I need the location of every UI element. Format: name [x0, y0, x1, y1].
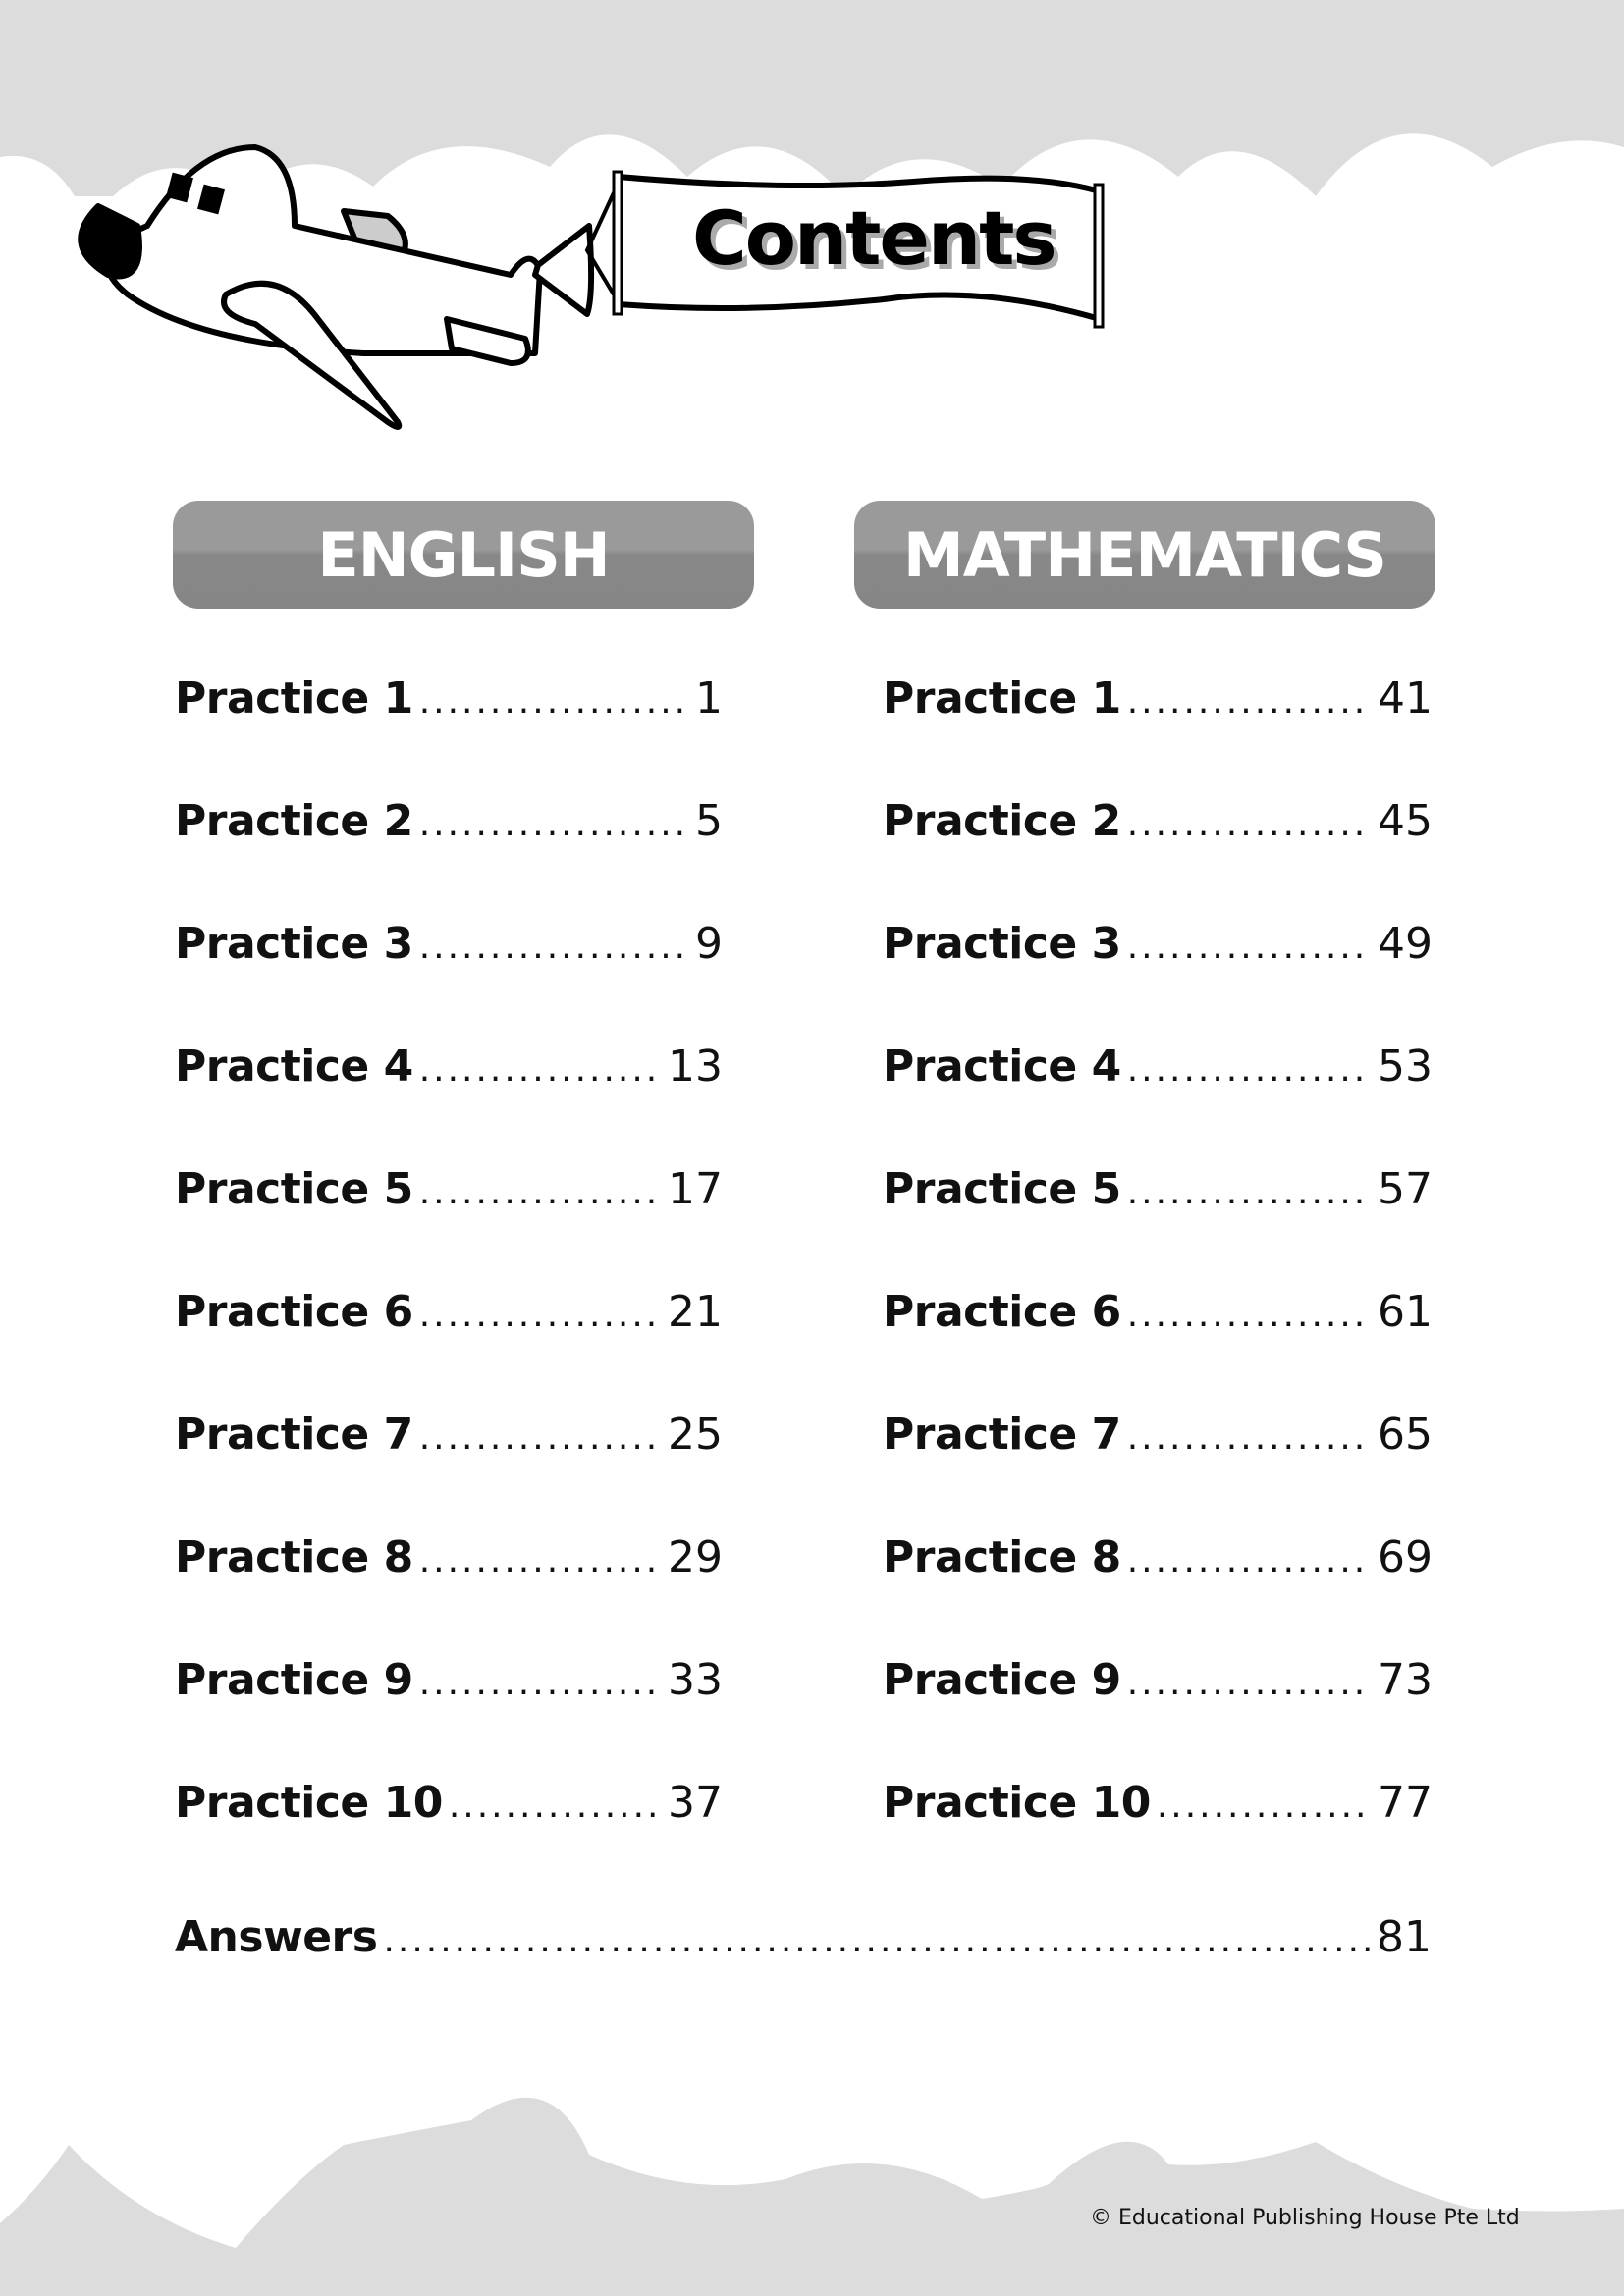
toc-entry-page: 37 — [668, 1778, 723, 1828]
contents-title: Contents — [692, 194, 1057, 282]
toc-entry-page: 13 — [668, 1041, 723, 1092]
toc-entry-page: 81 — [1377, 1912, 1432, 1962]
toc-entry-label: Practice 2 — [883, 796, 1121, 846]
leader-dots — [419, 804, 689, 844]
toc-entry-label: Practice 5 — [175, 1164, 413, 1214]
toc-entry-label: Practice 7 — [175, 1410, 413, 1460]
toc-entry-english[interactable]: Practice 1 1 — [175, 673, 723, 732]
toc-entry-english[interactable]: Practice 6 21 — [175, 1287, 723, 1346]
toc-entry-page: 33 — [668, 1655, 723, 1705]
toc-entry-page: 57 — [1378, 1164, 1433, 1214]
leader-dots — [419, 1172, 662, 1212]
leader-dots — [419, 927, 689, 967]
toc-entry-english[interactable]: Practice 10 37 — [175, 1778, 723, 1837]
toc-entry-mathematics[interactable]: Practice 1 41 — [883, 673, 1433, 732]
toc-entry-mathematics[interactable]: Practice 2 45 — [883, 796, 1433, 855]
toc-entry-page: 29 — [668, 1532, 723, 1582]
copyright-notice: © Educational Publishing House Pte Ltd — [1090, 2206, 1520, 2230]
toc-entry-english[interactable]: Practice 3 9 — [175, 919, 723, 978]
toc-entry-page: 25 — [668, 1410, 723, 1460]
leader-dots — [419, 681, 689, 721]
toc-entry-english[interactable]: Practice 5 17 — [175, 1164, 723, 1223]
leader-dots — [419, 1295, 662, 1335]
toc-entry-page: 73 — [1378, 1655, 1433, 1705]
toc-entry-label: Practice 9 — [883, 1655, 1121, 1705]
leader-dots — [1127, 1172, 1372, 1212]
toc-entry-mathematics[interactable]: Practice 10 77 — [883, 1778, 1433, 1837]
toc-entry-label: Practice 8 — [883, 1532, 1121, 1582]
toc-entry-label: Practice 6 — [883, 1287, 1121, 1337]
leader-dots — [419, 1049, 662, 1090]
toc-entry-page: 9 — [695, 919, 723, 969]
toc-entry-page: 5 — [695, 796, 723, 846]
toc-entry-mathematics[interactable]: Practice 8 69 — [883, 1532, 1433, 1591]
toc-entry-english[interactable]: Practice 4 13 — [175, 1041, 723, 1100]
leader-dots — [1127, 927, 1372, 967]
toc-entry-page: 21 — [668, 1287, 723, 1337]
toc-entry-label: Practice 8 — [175, 1532, 413, 1582]
leader-dots — [1127, 1049, 1372, 1090]
leader-dots — [419, 1540, 662, 1580]
toc-entry-mathematics[interactable]: Practice 5 57 — [883, 1164, 1433, 1223]
leader-dots — [419, 1663, 662, 1703]
toc-entry-label: Practice 4 — [175, 1041, 413, 1092]
leader-dots — [419, 1417, 662, 1458]
toc-entry-page: 41 — [1378, 673, 1433, 723]
toc-entry-label: Practice 5 — [883, 1164, 1121, 1214]
toc-entry-mathematics[interactable]: Practice 6 61 — [883, 1287, 1433, 1346]
toc-entry-label: Practice 10 — [175, 1778, 443, 1828]
toc-entry-english[interactable]: Practice 8 29 — [175, 1532, 723, 1591]
toc-entry-mathematics[interactable]: Practice 7 65 — [883, 1410, 1433, 1468]
mathematics-section-header: MATHEMATICS — [854, 501, 1435, 609]
toc-entry-page: 1 — [695, 673, 723, 723]
leader-dots — [383, 1920, 1371, 1960]
toc-entry-label: Practice 10 — [883, 1778, 1151, 1828]
toc-entry-label: Practice 1 — [883, 673, 1121, 723]
toc-entry-label: Answers — [175, 1912, 378, 1962]
toc-entry-english[interactable]: Practice 7 25 — [175, 1410, 723, 1468]
toc-entry-english[interactable]: Practice 9 33 — [175, 1655, 723, 1714]
toc-entry-page: 77 — [1378, 1778, 1433, 1828]
toc-entry-page: 53 — [1378, 1041, 1433, 1092]
leader-dots — [1157, 1786, 1372, 1826]
toc-entry-page: 65 — [1378, 1410, 1433, 1460]
leader-dots — [1127, 681, 1372, 721]
toc-entry-label: Practice 6 — [175, 1287, 413, 1337]
toc-entry-answers[interactable]: Answers 81 — [175, 1912, 1432, 1971]
toc-entry-mathematics[interactable]: Practice 3 49 — [883, 919, 1433, 978]
toc-entry-label: Practice 7 — [883, 1410, 1121, 1460]
leader-dots — [1127, 1295, 1372, 1335]
toc-entry-mathematics[interactable]: Practice 4 53 — [883, 1041, 1433, 1100]
toc-entry-label: Practice 9 — [175, 1655, 413, 1705]
toc-entry-mathematics[interactable]: Practice 9 73 — [883, 1655, 1433, 1714]
leader-dots — [1127, 1540, 1372, 1580]
toc-entry-label: Practice 3 — [175, 919, 413, 969]
toc-entry-page: 49 — [1378, 919, 1433, 969]
toc-entry-label: Practice 4 — [883, 1041, 1121, 1092]
toc-entry-label: Practice 1 — [175, 673, 413, 723]
leader-dots — [449, 1786, 662, 1826]
toc-entry-label: Practice 3 — [883, 919, 1121, 969]
leader-dots — [1127, 1663, 1372, 1703]
toc-entry-page: 61 — [1378, 1287, 1433, 1337]
english-section-header: ENGLISH — [173, 501, 754, 609]
toc-entry-page: 17 — [668, 1164, 723, 1214]
leader-dots — [1127, 804, 1372, 844]
toc-entry-english[interactable]: Practice 2 5 — [175, 796, 723, 855]
leader-dots — [1127, 1417, 1372, 1458]
toc-entry-page: 45 — [1378, 796, 1433, 846]
toc-entry-page: 69 — [1378, 1532, 1433, 1582]
toc-entry-label: Practice 2 — [175, 796, 413, 846]
